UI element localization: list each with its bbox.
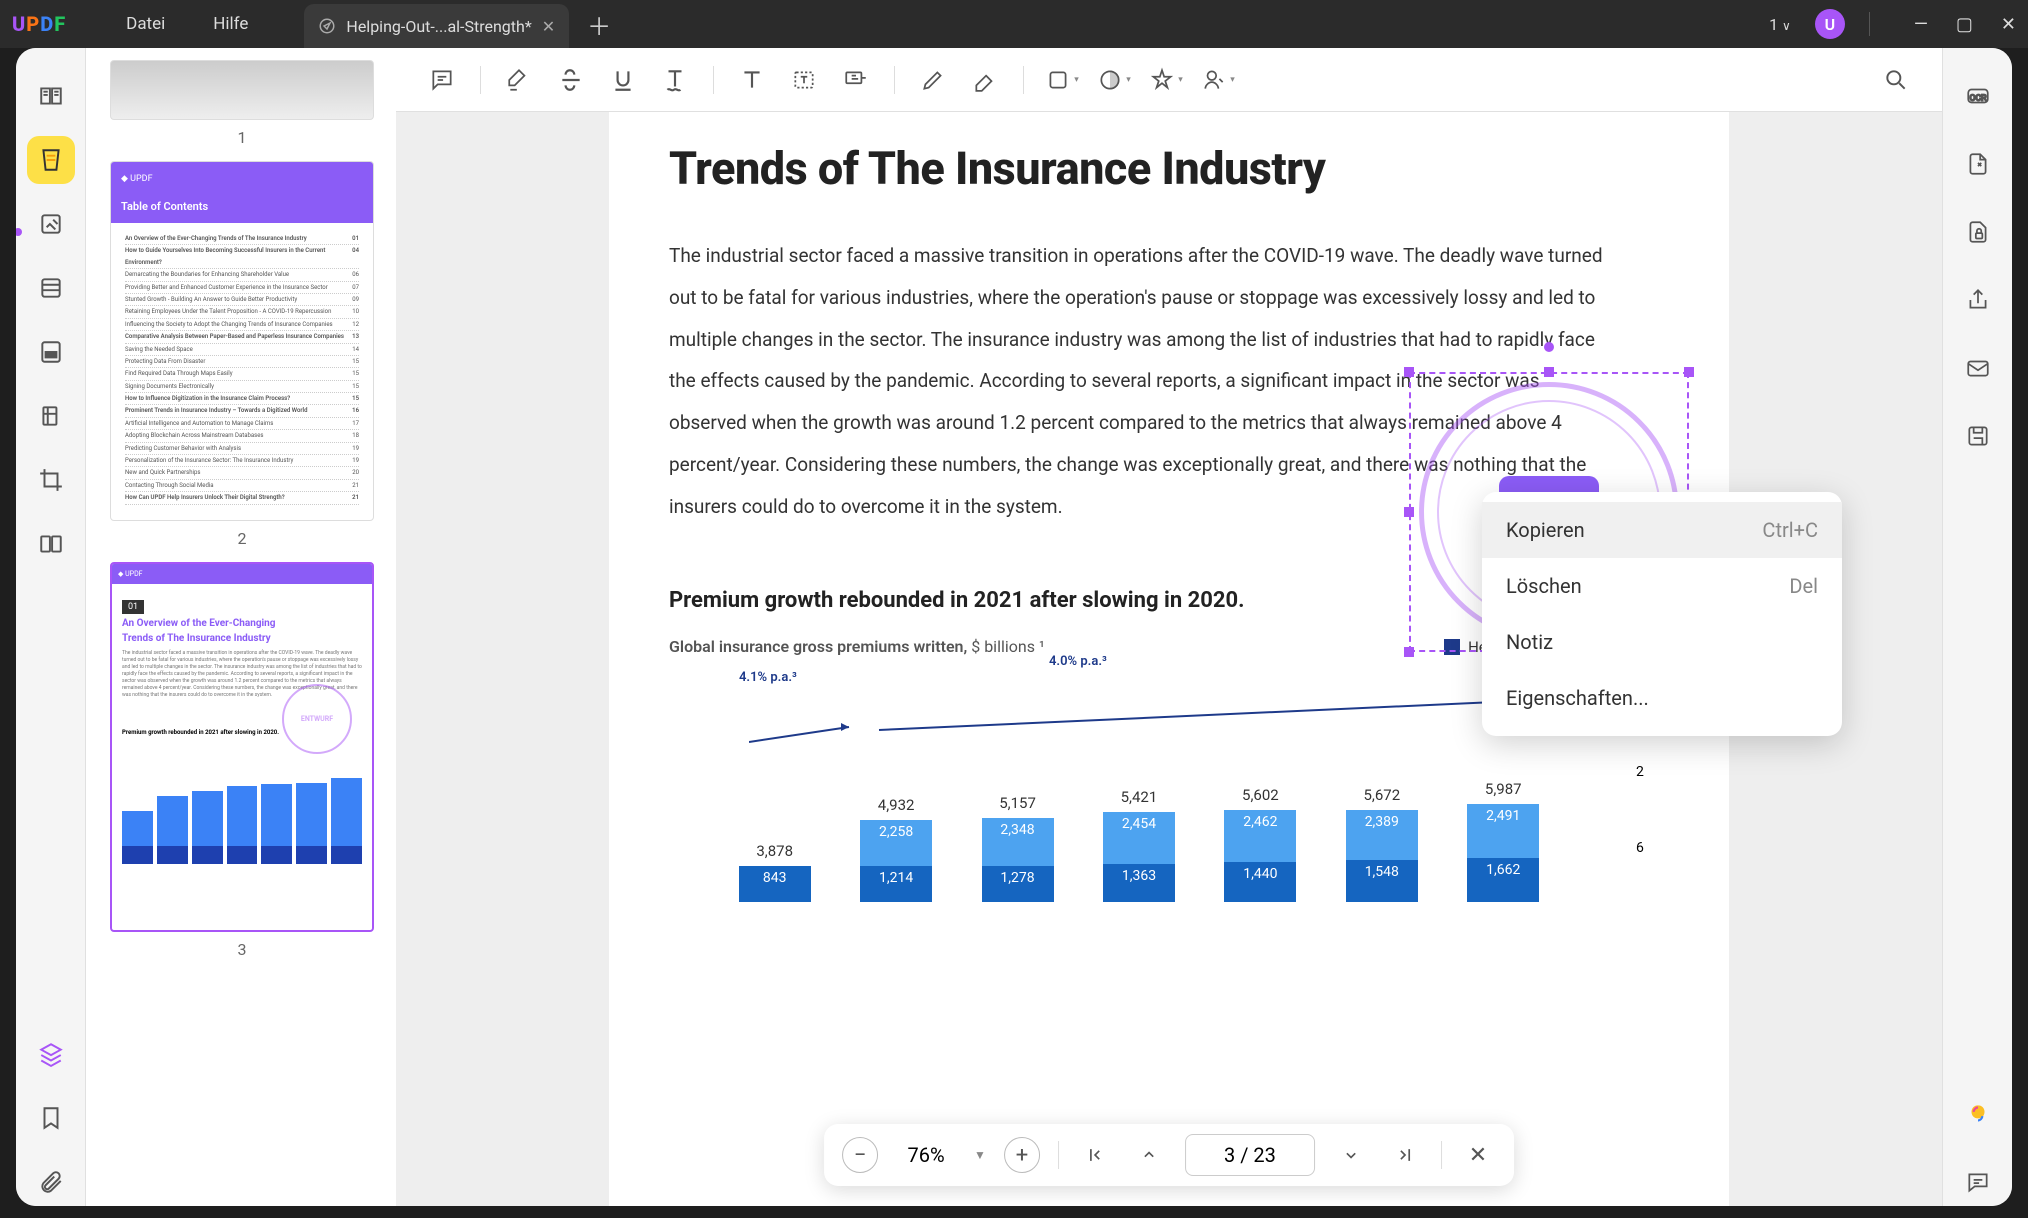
app-logo: UPDF [12, 12, 66, 36]
protect-icon[interactable] [1954, 208, 2002, 256]
close-nav-button[interactable]: ✕ [1460, 1137, 1496, 1173]
ctx-copy[interactable]: KopierenCtrl+C [1482, 502, 1842, 558]
thumbnail-1[interactable]: 1 [110, 60, 374, 147]
titlebar: UPDF Datei Hilfe Helping-Out-...al-Stren… [0, 0, 2028, 48]
annotate-mode-icon[interactable] [27, 136, 75, 184]
pencil-icon[interactable] [911, 58, 955, 102]
attachment-icon[interactable] [27, 1158, 75, 1206]
menu-file[interactable]: Datei [126, 14, 165, 34]
bar-group: 4,9322,2581,214 [850, 796, 941, 902]
ocr-icon[interactable]: OCR [1954, 72, 2002, 120]
compare-mode-icon[interactable] [27, 520, 75, 568]
signature-dropdown[interactable] [1196, 58, 1240, 102]
left-sidebar [16, 48, 86, 1206]
page-title: Trends of The Insurance Industry [669, 142, 1669, 195]
ctx-properties[interactable]: Eigenschaften... [1482, 670, 1842, 726]
prev-page-button[interactable] [1131, 1137, 1167, 1173]
tab-close-icon[interactable]: ✕ [542, 17, 555, 36]
shape-dropdown[interactable] [1040, 58, 1084, 102]
context-menu: KopierenCtrl+C LöschenDel Notiz Eigensch… [1482, 492, 1842, 736]
docs-count[interactable]: 1 ∨ [1769, 15, 1791, 34]
callout-icon[interactable] [834, 58, 878, 102]
menu-help[interactable]: Hilfe [213, 14, 248, 34]
next-page-button[interactable] [1333, 1137, 1369, 1173]
redact-mode-icon[interactable] [27, 328, 75, 376]
page-indicator[interactable]: 3 / 23 [1185, 1134, 1315, 1176]
strikethrough-icon[interactable] [549, 58, 593, 102]
user-avatar[interactable]: U [1815, 9, 1845, 39]
workspace: 1 ◆ UPDF Table of Contents An Overview o… [16, 48, 2012, 1206]
bar-group: 5,1572,3481,278 [972, 794, 1063, 902]
annotation-toolbar [396, 48, 1942, 112]
highlight-icon[interactable] [497, 58, 541, 102]
document-viewport[interactable]: Trends of The Insurance Industry The ind… [396, 112, 1942, 1206]
thumbnail-3[interactable]: ◆ UPDF 01 An Overview of the Ever-Changi… [110, 562, 374, 959]
zoom-out-button[interactable]: − [842, 1137, 878, 1173]
zoom-in-button[interactable]: + [1004, 1137, 1040, 1173]
thumbnail-2[interactable]: ◆ UPDF Table of Contents An Overview of … [110, 161, 374, 548]
bar-group: 5,9872,4911,662 [1458, 780, 1549, 902]
search-icon[interactable] [1874, 58, 1918, 102]
ctx-note[interactable]: Notiz [1482, 614, 1842, 670]
organize-mode-icon[interactable] [27, 264, 75, 312]
page-tools-icon[interactable] [27, 392, 75, 440]
email-icon[interactable] [1954, 344, 2002, 392]
new-tab-button[interactable]: ＋ [587, 7, 611, 42]
chat-icon[interactable] [1954, 1158, 2002, 1206]
tab-icon [318, 17, 336, 35]
svg-text:OCR: OCR [1969, 93, 1987, 103]
tab-title: Helping-Out-...al-Strength* [346, 17, 531, 36]
edit-mode-icon[interactable] [27, 200, 75, 248]
last-page-button[interactable] [1387, 1137, 1423, 1173]
stamp-dropdown[interactable] [1092, 58, 1136, 102]
sticker-dropdown[interactable] [1144, 58, 1188, 102]
reader-mode-icon[interactable] [27, 72, 75, 120]
document-tab[interactable]: Helping-Out-...al-Strength* ✕ [304, 4, 569, 48]
comment-icon[interactable] [420, 58, 464, 102]
ai-icon[interactable] [1954, 1090, 2002, 1138]
trend-line [749, 692, 1549, 752]
bottom-nav: − 76% ▼ + 3 / 23 ✕ [824, 1124, 1514, 1186]
window-close[interactable]: ✕ [2001, 14, 2016, 35]
ctx-delete[interactable]: LöschenDel [1482, 558, 1842, 614]
bar-group: 3,878843 [729, 842, 820, 902]
eraser-icon[interactable] [963, 58, 1007, 102]
bar-group: 5,6022,4621,440 [1215, 786, 1306, 902]
zoom-dropdown-icon[interactable]: ▼ [974, 1148, 986, 1162]
thumbnail-panel[interactable]: 1 ◆ UPDF Table of Contents An Overview o… [86, 48, 396, 1206]
bar-group: 5,4212,4541,363 [1093, 788, 1184, 902]
main-area: Trends of The Insurance Industry The ind… [396, 48, 1942, 1206]
text-icon[interactable] [730, 58, 774, 102]
crop-mode-icon[interactable] [27, 456, 75, 504]
share-icon[interactable] [1954, 276, 2002, 324]
export-icon[interactable] [1954, 140, 2002, 188]
window-maximize[interactable]: ▢ [1956, 14, 1973, 35]
layers-icon[interactable] [27, 1030, 75, 1078]
textbox-icon[interactable] [782, 58, 826, 102]
first-page-button[interactable] [1077, 1137, 1113, 1173]
squiggly-icon[interactable] [653, 58, 697, 102]
zoom-level: 76% [896, 1143, 956, 1167]
save-icon[interactable] [1954, 412, 2002, 460]
menu-bar: Datei Hilfe [126, 14, 248, 34]
underline-icon[interactable] [601, 58, 645, 102]
bookmark-icon[interactable] [27, 1094, 75, 1142]
bar-group: 5,6722,3891,548 [1336, 786, 1427, 902]
right-sidebar: OCR [1942, 48, 2012, 1206]
window-minimize[interactable]: — [1914, 14, 1928, 35]
